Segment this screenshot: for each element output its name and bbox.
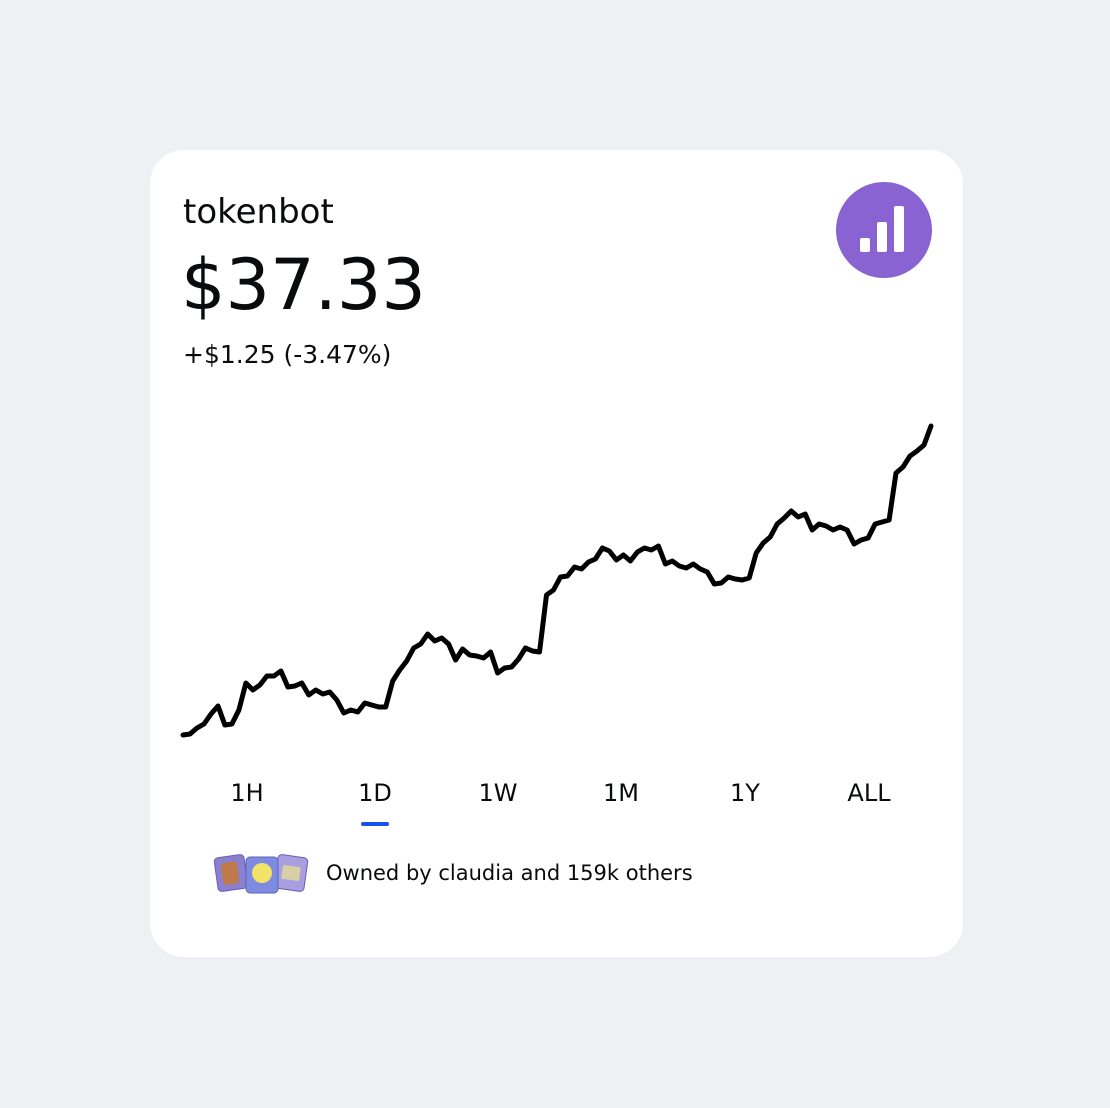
price: $37.33 [181, 244, 426, 326]
icon-bar [877, 222, 887, 252]
time-tab[interactable]: 1H [230, 779, 263, 807]
owners-text: Owned by claudia and 159k others [326, 861, 693, 885]
time-tab[interactable]: 1M [603, 779, 639, 807]
time-tab[interactable]: ALL [847, 779, 891, 807]
icon-bar [894, 206, 904, 252]
time-tab[interactable]: 1W [479, 779, 518, 807]
avatar-art [281, 865, 301, 881]
price-line [180, 423, 934, 738]
price-chart [180, 423, 934, 738]
owner-avatars [213, 854, 309, 894]
time-tab[interactable]: 1D [358, 779, 392, 807]
avatar-art [252, 863, 272, 883]
tab-indicator [361, 822, 389, 826]
icon-bar [860, 238, 870, 252]
time-tabs: 1H 1D 1W 1M 1Y ALL [230, 779, 891, 826]
avatar-art [220, 861, 240, 885]
card [150, 150, 963, 957]
chart-icon[interactable] [836, 182, 932, 278]
time-tab[interactable]: 1Y [730, 779, 760, 807]
price-change: +$1.25 (-3.47%) [183, 340, 391, 369]
token-name: tokenbot [183, 192, 334, 232]
